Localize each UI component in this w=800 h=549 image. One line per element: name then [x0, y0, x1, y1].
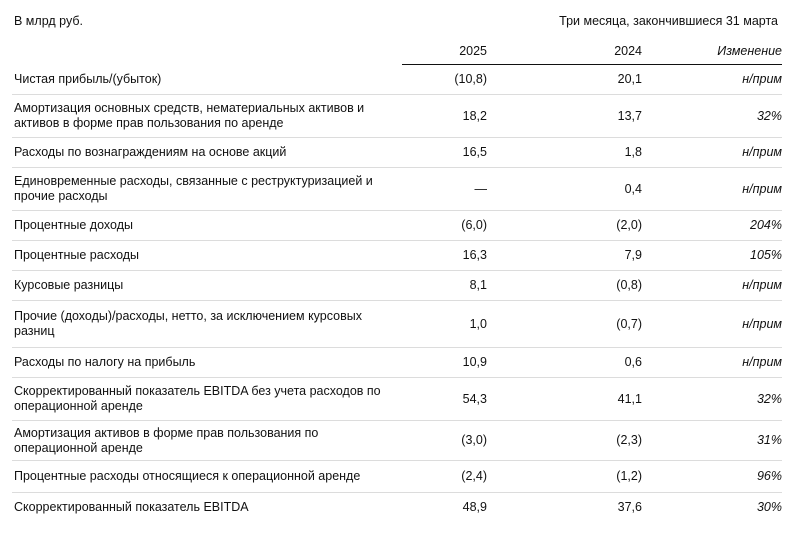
change-value: 105%	[642, 240, 782, 271]
value-2024: 0,4	[487, 167, 642, 211]
change-value: 31%	[642, 420, 782, 461]
change-value: 204%	[642, 210, 782, 241]
row-label: Прочие (доходы)/расходы, нетто, за исклю…	[12, 300, 402, 348]
table-row: Процентные расходы 16,3 7,9 105%	[12, 240, 782, 271]
change-value: 32%	[642, 377, 782, 421]
table-row: Единовременные расходы, связанные с рест…	[12, 167, 782, 211]
table-body: Чистая прибыль/(убыток) (10,8) 20,1 н/прим А…	[12, 64, 782, 523]
row-label: Скорректированный показатель EBITDA без …	[12, 377, 402, 421]
value-2025: (10,8)	[402, 64, 487, 95]
value-2025: 54,3	[402, 377, 487, 421]
row-label: Чистая прибыль/(убыток)	[12, 64, 402, 95]
table-row: Процентные расходы относящиеся к операци…	[12, 460, 782, 493]
ebitda-reconciliation-table: 2025 2024 Изменение Чистая прибыль/(убыт…	[12, 38, 782, 523]
change-value: 30%	[756, 500, 782, 515]
table-row: Прочие (доходы)/расходы, нетто, за исклю…	[12, 300, 782, 348]
table-row: Амортизация основных средств, нематериал…	[12, 94, 782, 138]
row-label: Процентные расходы относящиеся к операци…	[12, 460, 402, 493]
value-2024: (2,3)	[487, 420, 642, 461]
change-value: н/прим	[642, 64, 782, 95]
row-label: Расходы по вознаграждениям на основе акц…	[12, 137, 402, 168]
value-2025: 18,2	[402, 94, 487, 138]
table-row: Чистая прибыль/(убыток) (10,8) 20,1 н/прим	[12, 64, 782, 95]
value-2024: (2,0)	[487, 210, 642, 241]
change-value: 32%	[642, 94, 782, 138]
table-row: Расходы по вознаграждениям на основе акц…	[12, 137, 782, 168]
row-label: Единовременные расходы, связанные с рест…	[12, 167, 402, 211]
row-label: Амортизация основных средств, нематериал…	[12, 94, 402, 138]
value-2025: 48,9	[462, 500, 487, 515]
row-label: Расходы по налогу на прибыль	[12, 347, 402, 378]
value-2024: 37,6	[617, 500, 642, 515]
change-value: н/прим	[642, 137, 782, 168]
change-value: н/прим	[642, 167, 782, 211]
table-row: Скорректированный показатель EBITDA без …	[12, 377, 782, 421]
value-2025: 16,5	[402, 137, 487, 168]
value-2024: 20,1	[487, 64, 642, 95]
value-2024: 1,8	[487, 137, 642, 168]
value-2025: 1,0	[402, 300, 487, 348]
change-value: 96%	[642, 460, 782, 493]
value-2024: (0,8)	[487, 270, 642, 301]
value-2024: 7,9	[487, 240, 642, 271]
value-2024: 13,7	[487, 94, 642, 138]
value-2025: (6,0)	[402, 210, 487, 241]
table-header-row: 2025 2024 Изменение	[12, 38, 782, 65]
change-value: н/прим	[642, 300, 782, 348]
value-2024: 41,1	[487, 377, 642, 421]
row-label: Скорректированный показатель EBITDA	[14, 500, 249, 515]
period-label: Три месяца, закончившиеся 31 марта	[559, 14, 778, 28]
table-row: Процентные доходы (6,0) (2,0) 204%	[12, 210, 782, 241]
table-row: Скорректированный показатель EBITDA 48,9 3…	[12, 493, 782, 523]
table-row: Курсовые разницы 8,1 (0,8) н/прим	[12, 270, 782, 301]
unit-label: В млрд руб.	[14, 14, 83, 28]
change-value: н/прим	[642, 347, 782, 378]
value-2025: 16,3	[402, 240, 487, 271]
row-label: Процентные доходы	[12, 210, 402, 241]
header-label-cell	[12, 38, 402, 65]
row-label: Курсовые разницы	[12, 270, 402, 301]
value-2024: (1,2)	[487, 460, 642, 493]
value-2025: (2,4)	[402, 460, 487, 493]
header-2024: 2024	[487, 38, 642, 65]
row-label: Процентные расходы	[12, 240, 402, 271]
table-row: Амортизация активов в форме прав пользов…	[12, 420, 782, 461]
value-2025: —	[402, 167, 487, 211]
value-2025: 8,1	[402, 270, 487, 301]
value-2025: 10,9	[402, 347, 487, 378]
value-2025: (3,0)	[402, 420, 487, 461]
header-change: Изменение	[642, 38, 782, 65]
value-2024: (0,7)	[487, 300, 642, 348]
row-label: Амортизация активов в форме прав пользов…	[12, 420, 402, 461]
table-row: Расходы по налогу на прибыль 10,9 0,6 н/при…	[12, 347, 782, 378]
header-2025: 2025	[402, 38, 487, 65]
change-value: н/прим	[642, 270, 782, 301]
value-2024: 0,6	[487, 347, 642, 378]
